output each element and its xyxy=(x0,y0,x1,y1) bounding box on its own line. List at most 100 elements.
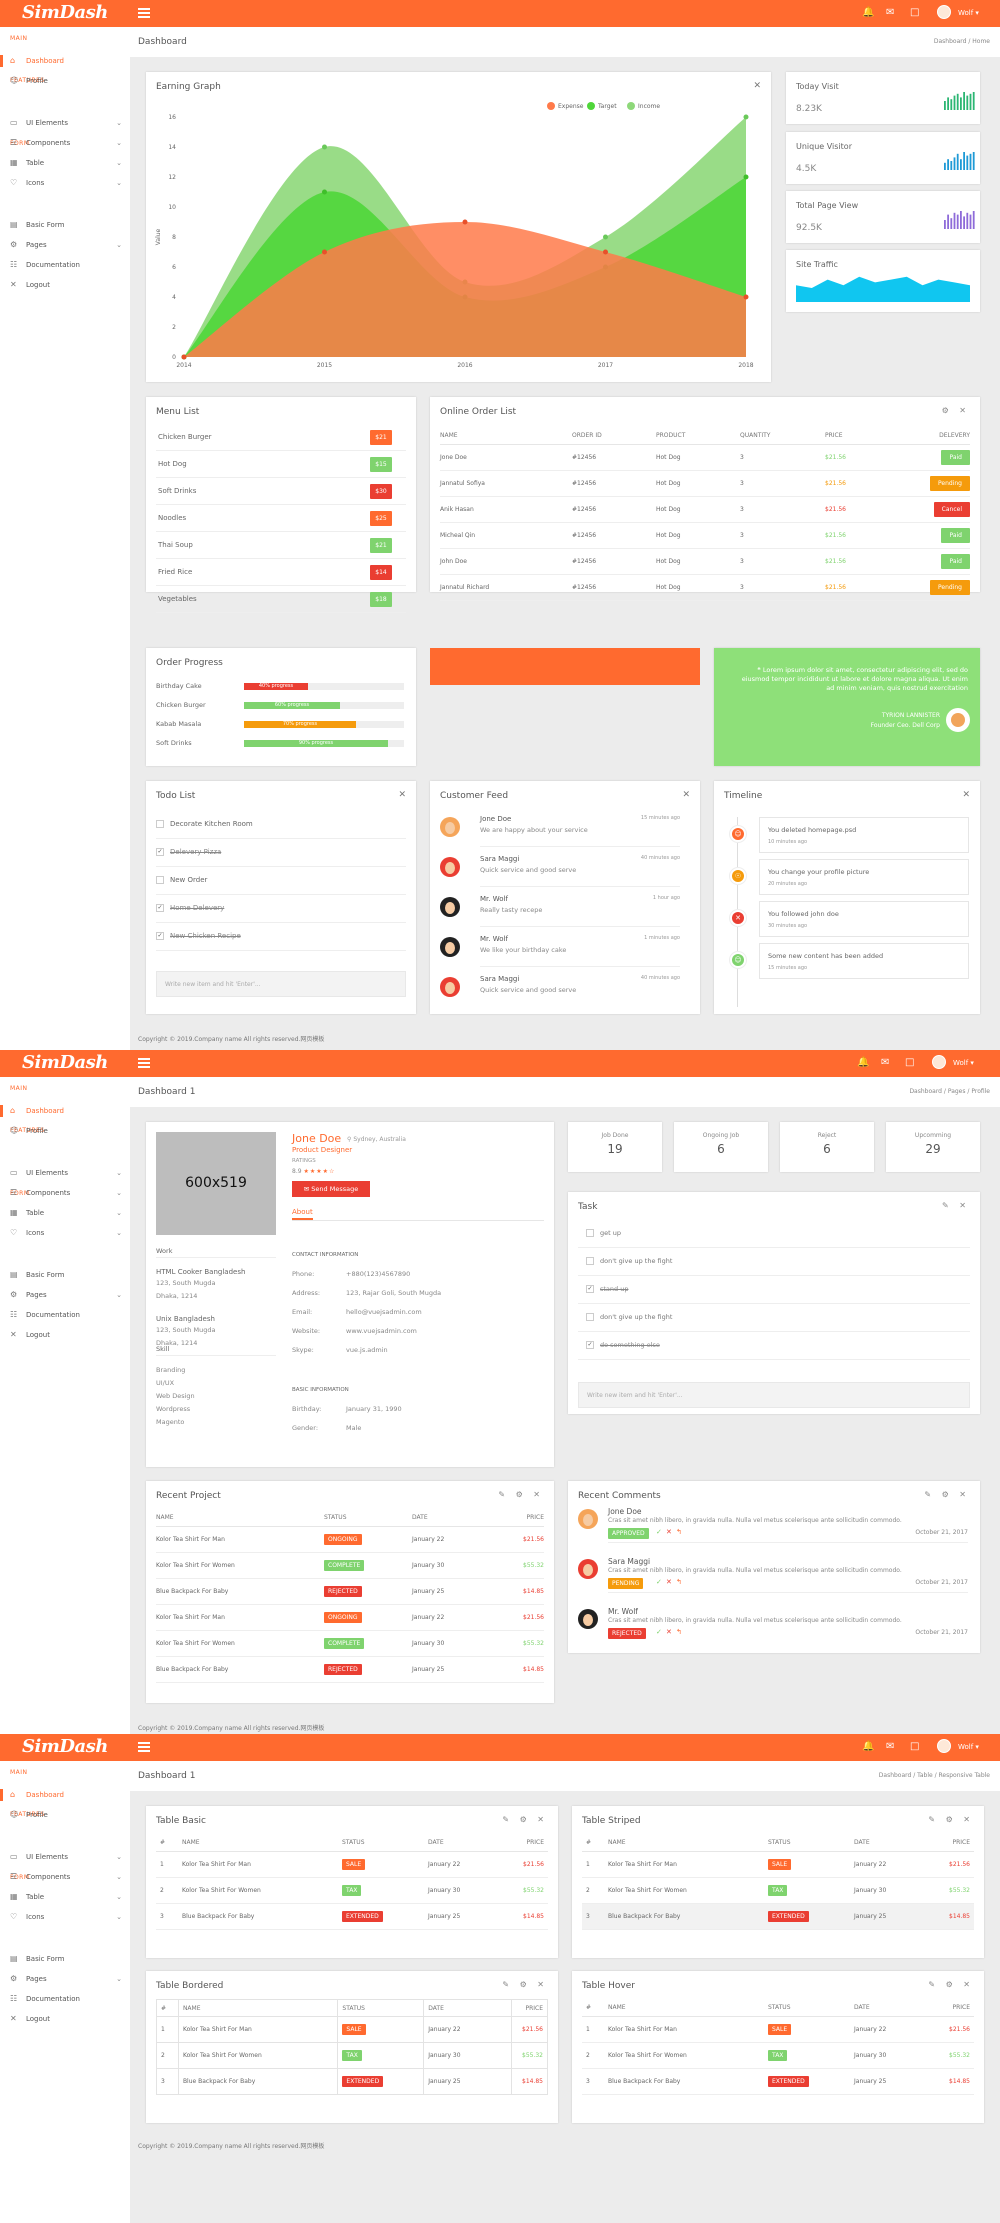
mail-icon[interactable]: ✉ xyxy=(886,7,895,18)
sidebar-item-basic-form[interactable]: ▤ Basic Form xyxy=(10,1952,122,1966)
card-tools[interactable]: ✎ ✕ xyxy=(942,1201,970,1210)
brand-logo[interactable]: SimDash xyxy=(22,1052,108,1073)
user-name[interactable]: Wolf ▾ xyxy=(953,1059,974,1067)
send-message-button[interactable]: ✉ Send Message xyxy=(292,1181,370,1197)
sidebar-item-ui-elements[interactable]: ▭ UI Elements ⌄ xyxy=(10,1850,122,1864)
close-icon[interactable]: ✕ xyxy=(398,790,406,800)
approve-icon[interactable]: ✓ xyxy=(656,1528,662,1536)
delivery-status-badge[interactable]: Paid xyxy=(941,527,970,543)
sidebar-item-pages[interactable]: ⚙ Pages ⌄ xyxy=(10,1288,122,1302)
sidebar-item-icons[interactable]: ♡ Icons ⌄ xyxy=(10,1910,122,1924)
checkbox[interactable] xyxy=(586,1229,594,1237)
mail-icon[interactable]: ✉ xyxy=(881,1057,890,1068)
sidebar-item-dashboard[interactable]: ⌂ Dashboard xyxy=(10,1788,122,1802)
approve-icon[interactable]: ✓ xyxy=(656,1578,662,1586)
delivery-status-badge[interactable]: Pending xyxy=(930,475,970,491)
tab-about[interactable]: About xyxy=(292,1208,313,1220)
card-tools[interactable]: ✎ ⚙ ✕ xyxy=(928,1815,974,1824)
mail-icon[interactable]: ✉ xyxy=(886,1741,895,1752)
card-tools[interactable]: ✎ ⚙ ✕ xyxy=(502,1980,548,1989)
sidebar-item-table[interactable]: ▦ Table ⌄ xyxy=(10,1206,122,1220)
sidebar-item-ui-elements[interactable]: ▭ UI Elements ⌄ xyxy=(10,116,122,130)
card-tools[interactable]: ✎ ⚙ ✕ xyxy=(928,1980,974,1989)
bell-icon[interactable]: 🔔 xyxy=(862,1741,875,1752)
chat-icon[interactable]: □ xyxy=(910,1741,920,1752)
sidebar-item-logout[interactable]: ✕ Logout xyxy=(10,1328,122,1342)
sidebar-item-profile[interactable]: ☺ Profile xyxy=(10,1808,122,1822)
user-avatar[interactable] xyxy=(932,1055,946,1069)
user-name[interactable]: Wolf ▾ xyxy=(958,9,979,17)
bell-icon[interactable]: 🔔 xyxy=(857,1057,870,1068)
sidebar-item-documentation[interactable]: ☷ Documentation xyxy=(10,1992,122,2006)
checkbox[interactable] xyxy=(586,1257,594,1265)
sidebar-item-logout[interactable]: ✕ Logout xyxy=(10,278,122,292)
task-item[interactable]: ✓ stand up xyxy=(578,1276,970,1304)
sidebar-item-profile[interactable]: ☺ Profile xyxy=(10,1124,122,1138)
delivery-status-badge[interactable]: Pending xyxy=(930,579,970,595)
sidebar-item-logout[interactable]: ✕ Logout xyxy=(10,2012,122,2026)
chat-icon[interactable]: □ xyxy=(910,7,920,18)
sidebar-item-pages[interactable]: ⚙ Pages ⌄ xyxy=(10,1972,122,1986)
sidebar-item-components[interactable]: ☰ Components ⌄ xyxy=(10,1870,122,1884)
sidebar-item-table[interactable]: ▦ Table ⌄ xyxy=(10,156,122,170)
sidebar-item-basic-form[interactable]: ▤ Basic Form xyxy=(10,1268,122,1282)
todo-item[interactable]: New Order xyxy=(156,867,406,895)
close-icon[interactable]: ✕ xyxy=(753,81,761,91)
reply-icon[interactable]: ↰ xyxy=(676,1628,682,1636)
delivery-status-badge[interactable]: Paid xyxy=(941,449,970,465)
approve-icon[interactable]: ✓ xyxy=(656,1628,662,1636)
reject-icon[interactable]: ✕ xyxy=(666,1528,672,1536)
checkbox[interactable] xyxy=(156,876,164,884)
sidebar-item-components[interactable]: ☰ Components ⌄ xyxy=(10,1186,122,1200)
checked-checkbox[interactable]: ✓ xyxy=(156,848,164,856)
sidebar-item-profile[interactable]: ☺ Profile xyxy=(10,74,122,88)
checkbox[interactable] xyxy=(586,1313,594,1321)
breadcrumb-link[interactable]: Dashboard xyxy=(933,38,967,45)
checked-checkbox[interactable]: ✓ xyxy=(586,1341,594,1349)
checkbox[interactable] xyxy=(156,820,164,828)
sidebar-item-icons[interactable]: ♡ Icons ⌄ xyxy=(10,1226,122,1240)
menu-toggle-icon[interactable] xyxy=(138,8,150,18)
checked-checkbox[interactable]: ✓ xyxy=(156,904,164,912)
user-name[interactable]: Wolf ▾ xyxy=(958,1743,979,1751)
sidebar-item-table[interactable]: ▦ Table ⌄ xyxy=(10,1890,122,1904)
close-icon[interactable]: ✕ xyxy=(962,790,970,800)
delivery-status-badge[interactable]: Paid xyxy=(941,553,970,569)
user-avatar[interactable] xyxy=(937,1739,951,1753)
menu-toggle-icon[interactable] xyxy=(138,1058,150,1068)
reply-icon[interactable]: ↰ xyxy=(676,1578,682,1586)
sidebar-item-documentation[interactable]: ☷ Documentation xyxy=(10,1308,122,1322)
task-item[interactable]: get up xyxy=(578,1220,970,1248)
reply-icon[interactable]: ↰ xyxy=(676,1528,682,1536)
card-tools[interactable]: ⚙ ✕ xyxy=(941,406,970,415)
task-item[interactable]: ✓ do something else xyxy=(578,1332,970,1360)
sidebar-item-ui-elements[interactable]: ▭ UI Elements ⌄ xyxy=(10,1166,122,1180)
reject-icon[interactable]: ✕ xyxy=(666,1628,672,1636)
sidebar-item-dashboard[interactable]: ⌂ Dashboard xyxy=(10,1104,122,1118)
brand-logo[interactable]: SimDash xyxy=(22,1736,108,1757)
sidebar-item-pages[interactable]: ⚙ Pages ⌄ xyxy=(10,238,122,252)
task-input[interactable]: Write new item and hit 'Enter'... xyxy=(578,1382,970,1408)
user-avatar[interactable] xyxy=(937,5,951,19)
todo-item[interactable]: ✓ Home Delevery xyxy=(156,895,406,923)
card-tools[interactable]: ✎ ⚙ ✕ xyxy=(498,1490,544,1499)
sidebar-item-basic-form[interactable]: ▤ Basic Form xyxy=(10,218,122,232)
sidebar-item-icons[interactable]: ♡ Icons ⌄ xyxy=(10,176,122,190)
card-tools[interactable]: ✎ ⚙ ✕ xyxy=(924,1490,970,1499)
sidebar-item-dashboard[interactable]: ⌂ Dashboard xyxy=(10,54,122,68)
chat-icon[interactable]: □ xyxy=(905,1057,915,1068)
task-item[interactable]: don't give up the fight xyxy=(578,1304,970,1332)
reject-icon[interactable]: ✕ xyxy=(666,1578,672,1586)
todo-item[interactable]: ✓ Delevery Pizza xyxy=(156,839,406,867)
sidebar-item-components[interactable]: ☰ Components ⌄ xyxy=(10,136,122,150)
todo-item[interactable]: Decorate Kitchen Room xyxy=(156,811,406,839)
menu-toggle-icon[interactable] xyxy=(138,1742,150,1752)
close-icon[interactable]: ✕ xyxy=(682,790,690,800)
brand-logo[interactable]: SimDash xyxy=(22,2,108,23)
task-item[interactable]: don't give up the fight xyxy=(578,1248,970,1276)
bell-icon[interactable]: 🔔 xyxy=(862,7,875,18)
checked-checkbox[interactable]: ✓ xyxy=(586,1285,594,1293)
todo-item[interactable]: ✓ New Chicken Recipe xyxy=(156,923,406,951)
sidebar-item-documentation[interactable]: ☷ Documentation xyxy=(10,258,122,272)
delivery-status-badge[interactable]: Cancel xyxy=(933,501,970,517)
